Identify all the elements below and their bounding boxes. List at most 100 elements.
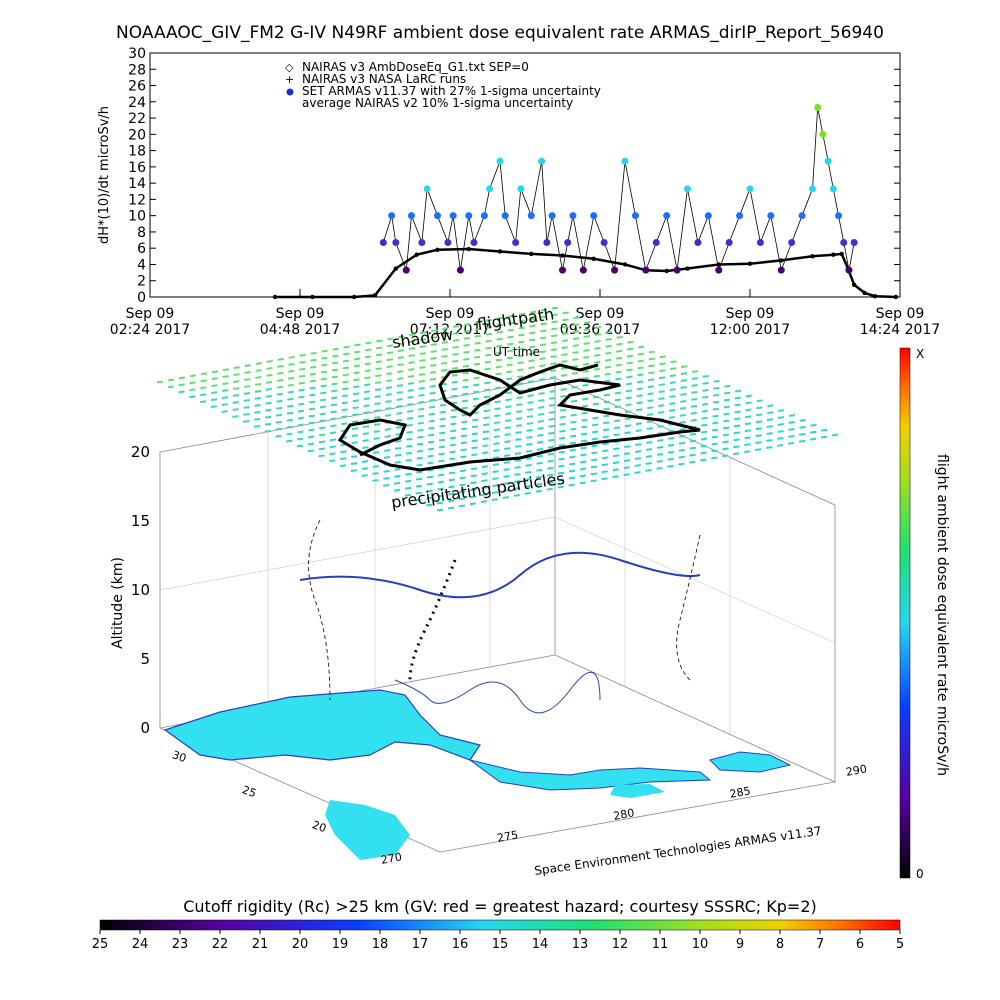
grid-cell bbox=[178, 376, 186, 380]
nairas-point bbox=[393, 266, 399, 271]
grid-cell bbox=[527, 408, 534, 411]
grid-cell bbox=[255, 369, 262, 372]
grid-cell bbox=[745, 394, 752, 398]
grid-cell bbox=[755, 420, 763, 424]
armas-point bbox=[621, 157, 629, 165]
z-tick-label: 5 bbox=[140, 650, 150, 668]
grid-cell bbox=[516, 410, 523, 413]
grid-cell bbox=[658, 376, 666, 380]
grid-cell bbox=[605, 351, 612, 355]
grid-cell bbox=[449, 436, 457, 440]
grid-cell bbox=[383, 476, 390, 480]
grid-cell bbox=[407, 382, 415, 385]
grid-cell bbox=[787, 441, 795, 445]
grid-cell bbox=[297, 409, 305, 413]
grid-cell bbox=[602, 449, 609, 453]
armas-point bbox=[673, 266, 681, 274]
grid-cell bbox=[441, 341, 449, 344]
grid-cell bbox=[583, 335, 591, 338]
grid-cell bbox=[537, 426, 544, 430]
grid-cell bbox=[373, 451, 380, 454]
grid-cell bbox=[426, 482, 433, 486]
x-tick-label-date: Sep 09 bbox=[576, 306, 625, 322]
grid-cell bbox=[459, 483, 466, 487]
armas-point bbox=[456, 266, 464, 274]
grid-cell bbox=[513, 494, 520, 497]
grid-cell bbox=[722, 433, 730, 437]
armas-line bbox=[382, 107, 855, 272]
grid-cell bbox=[426, 475, 434, 479]
grid-cell bbox=[416, 463, 423, 467]
grid-cell bbox=[351, 441, 358, 445]
grid-cell bbox=[484, 388, 491, 392]
grid-cell bbox=[221, 410, 228, 413]
grid-cell bbox=[591, 458, 598, 462]
grid-cell bbox=[473, 390, 480, 394]
grid-cell bbox=[506, 356, 514, 360]
grid-cell bbox=[350, 462, 358, 466]
grid-cell bbox=[439, 424, 446, 428]
grid-cell bbox=[448, 492, 455, 496]
grid-cell bbox=[525, 470, 532, 474]
plot-frame bbox=[149, 52, 901, 298]
grid-cell bbox=[277, 364, 284, 368]
grid-cell bbox=[473, 376, 480, 380]
grid-cell bbox=[460, 434, 468, 438]
grid-cell bbox=[515, 438, 522, 441]
grid-cell bbox=[375, 360, 382, 364]
grid-cell bbox=[583, 328, 591, 331]
grid-cell bbox=[603, 393, 611, 397]
grid-cell bbox=[570, 427, 577, 431]
grid-cell bbox=[580, 460, 587, 464]
grid-cell bbox=[387, 337, 394, 341]
grid-cell bbox=[462, 392, 469, 396]
grid-cell bbox=[470, 474, 477, 478]
grid-cell bbox=[570, 420, 577, 424]
grid-cell bbox=[463, 343, 470, 347]
grid-cell bbox=[376, 346, 383, 350]
grid-cell bbox=[222, 375, 229, 379]
grid-cell bbox=[778, 409, 785, 412]
grid-cell bbox=[474, 341, 481, 345]
grid-cell bbox=[558, 457, 565, 461]
grid-cell bbox=[275, 413, 283, 417]
grid-cell bbox=[593, 374, 600, 378]
grid-cell bbox=[547, 445, 555, 449]
grid-cell bbox=[417, 414, 425, 418]
grid-cell bbox=[568, 476, 576, 480]
grid-cell bbox=[495, 365, 502, 369]
grid-cell bbox=[647, 385, 655, 389]
grid-cell bbox=[658, 397, 665, 400]
grid-cell bbox=[526, 415, 534, 418]
grid-cell bbox=[276, 399, 283, 403]
grid-cell bbox=[461, 406, 468, 410]
grid-cell bbox=[702, 381, 709, 385]
grid-cell bbox=[550, 362, 557, 365]
grid-cell bbox=[679, 413, 686, 417]
armas-point bbox=[517, 185, 525, 193]
grid-cell bbox=[580, 453, 587, 457]
grid-cell bbox=[339, 464, 347, 468]
grid-cell bbox=[535, 489, 542, 493]
grid-cell bbox=[559, 415, 566, 419]
grid-cell bbox=[416, 470, 423, 474]
grid-cell bbox=[375, 367, 382, 371]
armas-point bbox=[379, 239, 387, 247]
grid-cell bbox=[463, 357, 470, 361]
armas-point bbox=[725, 239, 733, 247]
grid-cell bbox=[451, 380, 458, 384]
grid-cell bbox=[591, 444, 598, 448]
grid-cell bbox=[452, 345, 459, 349]
z-axis-label: Altitude (km) bbox=[110, 557, 126, 649]
grid-cell bbox=[507, 335, 514, 339]
grid-cell bbox=[546, 473, 554, 477]
grid-cell bbox=[745, 415, 752, 419]
grid-cell bbox=[547, 466, 554, 470]
grid-cell bbox=[723, 419, 730, 423]
grid-cell bbox=[536, 475, 543, 479]
grid-cell bbox=[364, 369, 371, 373]
grid-cell bbox=[561, 367, 568, 370]
grid-cell bbox=[517, 375, 524, 379]
grid-cell bbox=[701, 416, 708, 420]
grid-cell bbox=[276, 406, 283, 410]
